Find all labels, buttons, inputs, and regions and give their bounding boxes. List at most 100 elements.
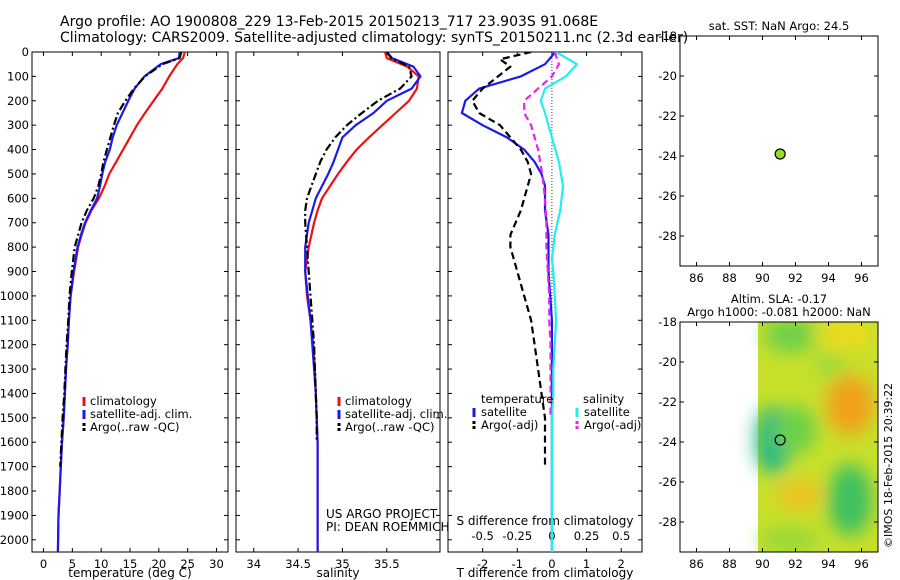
sla_map-x-tick-label: 86 (689, 557, 704, 571)
pi-name-label: PI: DEAN ROEMMICH (326, 520, 449, 534)
sla_map-x-tick-label: 92 (788, 557, 803, 571)
depth-tick-label: 1500 (0, 411, 29, 425)
salinity-x-tick-label: 34 (246, 557, 261, 571)
sst-map-panel: -18 -20 -22 -24 -26 -28 86 88 90 92 94 96 sat. SST: … (658, 19, 879, 285)
float-location-marker (774, 434, 786, 446)
salinity-x-tick-label: 35 (335, 557, 350, 571)
temperature-legend-label: satellite-adj. clim. (90, 407, 192, 421)
sla_map-x-tick-label: 94 (821, 557, 836, 571)
sla_map-y-tick-label: -22 (658, 395, 677, 409)
depth-tick-label: 2000 (0, 533, 29, 547)
sst_map-title: sat. SST: NaN Argo: 24.5 (709, 19, 850, 33)
sst_map-x-tick-label: 90 (755, 271, 770, 285)
temperature-series-line-argo-raw-qc- (59, 52, 183, 467)
difference-x-axis-label: T difference from climatology (456, 566, 634, 580)
salinity-x-axis-label: salinity (316, 566, 359, 580)
temperature-panel: 0100200300400500600700800900100011001200… (0, 45, 229, 580)
salinity-legend-label: Argo(..raw -QC) (345, 420, 435, 434)
sst_map-y-tick-label: -18 (658, 29, 677, 43)
difference-series-line-temperature-argo-adj- (471, 52, 547, 467)
difference-x-tick-label: -1 (512, 557, 523, 571)
depth-tick-label: 400 (7, 143, 29, 157)
salinity-x-tick-label: 34.5 (285, 557, 311, 571)
sla_map-y-tick-label: -28 (658, 515, 677, 529)
temperature-x-tick-label: 10 (94, 557, 109, 571)
salinity-legend-label: satellite-adj. clim. (345, 407, 447, 421)
sst_map-x-tick-label: 96 (854, 271, 869, 285)
imos-watermark: ©IMOS 18-Feb-2015 20:39:22 (882, 383, 895, 548)
difference-x-tick-label: 2 (618, 557, 625, 571)
depth-tick-label: 300 (7, 118, 29, 132)
difference-series-line-salinity-argo-adj- (523, 52, 561, 418)
difference-legend-label: satellite (584, 405, 630, 419)
temperature-x-tick-label: 5 (69, 557, 76, 571)
difference-x-tick-label: 0 (548, 557, 555, 571)
depth-tick-label: 500 (7, 167, 29, 181)
depth-tick-label: 900 (7, 265, 29, 279)
difference-top-tick-label: 0.25 (574, 529, 600, 543)
sst_map-frame (679, 35, 879, 267)
difference-top-tick-label: 0.5 (612, 529, 630, 543)
depth-tick-label: 1900 (0, 508, 29, 522)
depth-tick-label: 1400 (0, 386, 29, 400)
sst_map-y-tick-label: -24 (658, 149, 677, 163)
depth-tick-label: 700 (7, 216, 29, 230)
sst_map-x-tick-label: 86 (689, 271, 704, 285)
difference-legend-group-title: salinity (583, 392, 624, 406)
sla_map-title: Argo h1000: -0.081 h2000: NaN (687, 305, 871, 319)
difference-x-tick-label: -2 (477, 557, 488, 571)
sla_map-y-tick-label: -20 (658, 355, 677, 369)
sla_map-x-tick-label: 90 (755, 557, 770, 571)
salinity-series-line-climatology (304, 52, 420, 552)
difference-series-group (460, 52, 579, 552)
sla_map-y-tick-label: -26 (658, 475, 677, 489)
depth-tick-label: 1800 (0, 484, 29, 498)
sst_map-x-tick-label: 94 (821, 271, 836, 285)
difference-top-axis-label: S difference from climatology (457, 514, 634, 528)
temperature-legend-label: Argo(..raw -QC) (90, 420, 180, 434)
difference-plot-frame (447, 51, 643, 553)
temperature-series-line-climatology (56, 52, 186, 552)
salinity-series-line-argo-raw-qc- (304, 52, 413, 443)
salinity-series-group (304, 52, 422, 552)
temperature-x-tick-label: 20 (152, 557, 167, 571)
difference-series-line-temperature-satellite (460, 52, 557, 552)
salinity-plot-frame (235, 51, 441, 553)
sla-heatmap (755, 322, 874, 552)
sla_map-x-tick-label: 96 (854, 557, 869, 571)
depth-tick-label: 600 (7, 191, 29, 205)
difference-series-line-salinity-satellite (539, 52, 579, 552)
difference-legend-label: Argo(-adj) (584, 418, 641, 432)
depth-tick-label: 1100 (0, 313, 29, 327)
depth-tick-label: 200 (7, 94, 29, 108)
sla_map-x-tick-label: 88 (722, 557, 737, 571)
sla-map-panel: -18 -20 -22 -24 -26 -28 86 88 90 92 94 96 Altim. SLA… (658, 292, 879, 571)
difference-legend-group-title: temperature (481, 392, 553, 406)
sst_map-y-tick-label: -26 (658, 189, 677, 203)
difference-top-tick-label: -0.25 (502, 529, 532, 543)
temperature-x-axis-label: temperature (deg C) (68, 566, 191, 580)
sla_map-y-tick-label: -24 (658, 435, 677, 449)
depth-tick-label: 1000 (0, 289, 29, 303)
salinity-x-tick-label: 35.5 (374, 557, 400, 571)
depth-tick-label: 1700 (0, 460, 29, 474)
temperature-series-line-satellite-adj-clim- (56, 52, 181, 552)
sla_map-y-tick-label: -18 (658, 315, 677, 329)
depth-tick-label: 1300 (0, 362, 29, 376)
sst_map-y-tick-label: -22 (658, 109, 677, 123)
sst_map-y-tick-label: -20 (658, 69, 677, 83)
figure-title-line-2: Climatology: CARS2009. Satellite-adjuste… (60, 30, 689, 46)
us-argo-project-label: US ARGO PROJECT (326, 507, 438, 521)
difference-legend-label: Argo(-adj) (481, 418, 538, 432)
difference-panel: -2 -1 0 1 2T difference from climatology -0.5… (447, 51, 643, 580)
salinity-series-line-satellite-adj-clim- (304, 52, 422, 552)
temperature-legend-label: climatology (90, 394, 157, 408)
sst_map-y-tick-label: -28 (658, 229, 677, 243)
depth-tick-label: 1200 (0, 338, 29, 352)
depth-tick-label: 0 (22, 45, 29, 59)
sla_map-title: Altim. SLA: -0.17 (731, 292, 827, 306)
salinity-legend-label: climatology (345, 394, 412, 408)
figure-title-line-1: Argo profile: AO 1900808_229 13-Feb-2015… (60, 14, 599, 30)
temperature-x-tick-label: 30 (209, 557, 224, 571)
